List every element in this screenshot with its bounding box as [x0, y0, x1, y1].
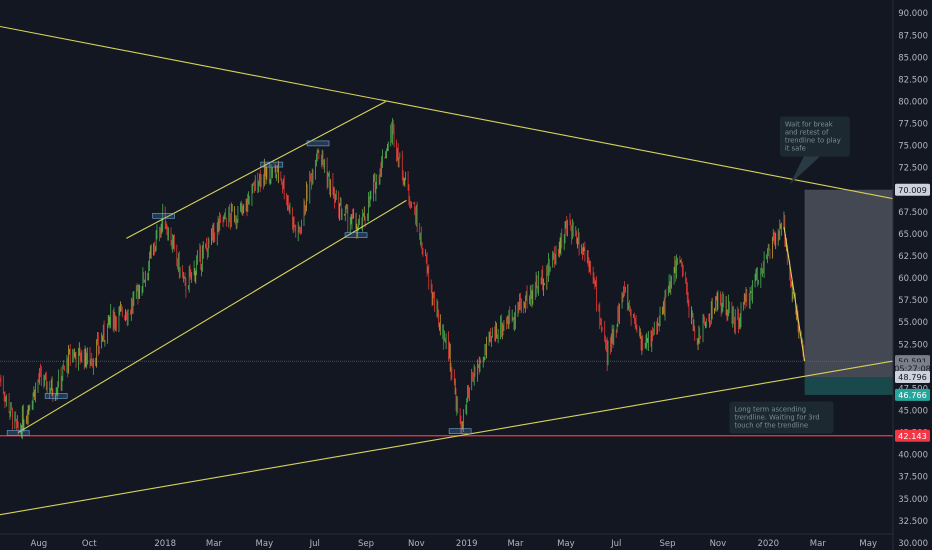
marked-level-box[interactable] — [448, 428, 472, 435]
y-tick-label: 72.500 — [898, 164, 928, 174]
y-tick-label: 30.000 — [898, 539, 928, 549]
y-tick-label: 67.500 — [898, 208, 928, 218]
x-tick-label: Mar — [810, 539, 827, 549]
price-label-text: 48.796 — [898, 372, 927, 382]
x-tick-label: Mar — [206, 539, 223, 549]
x-tick-label: Sep — [358, 539, 374, 549]
x-tick-label: Jul — [309, 539, 320, 549]
y-tick-label: 87.500 — [898, 31, 928, 41]
marked-level-box[interactable] — [6, 430, 30, 436]
y-tick-label: 32.500 — [898, 517, 928, 527]
y-tick-label: 60.000 — [898, 274, 928, 284]
y-tick-label: 35.000 — [898, 495, 928, 505]
note-text: Long term ascending — [734, 406, 806, 414]
y-tick-label: 65.000 — [898, 230, 928, 240]
note-pointer — [789, 156, 820, 185]
price-label-text: 42.143 — [898, 431, 927, 441]
target-price-label: 70.009 — [895, 183, 930, 196]
x-tick-label: Jul — [610, 539, 621, 549]
marked-level-box[interactable] — [344, 232, 368, 239]
price-label-text: 50.591 — [898, 356, 927, 366]
y-tick-label: 37.500 — [898, 473, 928, 483]
stop-zone[interactable] — [804, 377, 893, 395]
price-label-text: 46.766 — [898, 390, 927, 400]
y-tick-label: 45.000 — [898, 407, 928, 417]
note-text: touch of the trendline — [734, 422, 808, 430]
price-label-bg — [895, 371, 930, 384]
price-label-text: 70.009 — [898, 185, 927, 195]
x-tick-label: Mar — [507, 539, 524, 549]
x-tick-label: Nov — [408, 539, 425, 549]
price-label-bg — [895, 429, 930, 442]
price-label-bg — [895, 388, 930, 401]
note-text: it safe — [785, 145, 806, 153]
marked-level-box[interactable] — [306, 140, 330, 147]
note-box — [779, 116, 850, 157]
x-tick-label: Nov — [710, 539, 727, 549]
upper-descending-trendline[interactable] — [0, 25, 894, 200]
x-tick-label: May — [859, 539, 877, 549]
long-term-ascending-trendline[interactable] — [0, 360, 894, 516]
x-tick-label: Sep — [659, 539, 675, 549]
note-text: and retest of — [785, 129, 829, 137]
marked-level-box[interactable] — [260, 161, 284, 168]
marked-level-box[interactable] — [152, 212, 175, 219]
support-price-label: 42.143 — [895, 429, 930, 442]
y-tick-label: 52.500 — [898, 340, 928, 350]
recent-drop-line[interactable] — [783, 226, 806, 362]
x-tick-label: May — [256, 539, 274, 549]
x-tick-label: 2020 — [757, 539, 779, 549]
note-box — [729, 401, 834, 434]
y-tick-label: 90.000 — [898, 9, 928, 19]
x-tick-label: 2019 — [456, 539, 478, 549]
time-axis[interactable]: Aug Oct 2018 Mar May Jul Sep Nov 2019 Mar May Jul Se… — [31, 539, 877, 549]
y-tick-label: 75.000 — [898, 142, 928, 152]
profit-zone[interactable] — [804, 189, 893, 378]
x-tick-label: 2018 — [154, 539, 176, 549]
entry-price-label: 48.796 — [895, 371, 930, 384]
x-tick-label: Aug — [31, 539, 48, 549]
marked-level-box[interactable] — [44, 393, 68, 399]
note-text: trendline. Waiting for 3rd — [734, 414, 819, 422]
price-label-text: 05:27:08 — [894, 363, 931, 373]
y-tick-label: 77.500 — [898, 120, 928, 130]
y-tick-label: 80.000 — [898, 98, 928, 108]
note-text: Wait for break — [785, 121, 833, 129]
stop-price-label: 46.766 — [895, 388, 930, 401]
x-tick-label: May — [557, 539, 575, 549]
y-tick-label: 55.000 — [898, 318, 928, 328]
channel-lower-line[interactable] — [17, 199, 407, 434]
y-tick-label: 57.500 — [898, 296, 928, 306]
note-text: trendline to play — [785, 137, 841, 145]
y-tick-label: 85.000 — [898, 53, 928, 63]
y-tick-label: 40.000 — [898, 451, 928, 461]
x-tick-label: Oct — [82, 539, 97, 549]
y-tick-label: 82.500 — [898, 75, 928, 85]
y-tick-label: 62.500 — [898, 252, 928, 262]
channel-upper-line[interactable] — [126, 101, 387, 239]
price-label-bg — [895, 183, 930, 196]
